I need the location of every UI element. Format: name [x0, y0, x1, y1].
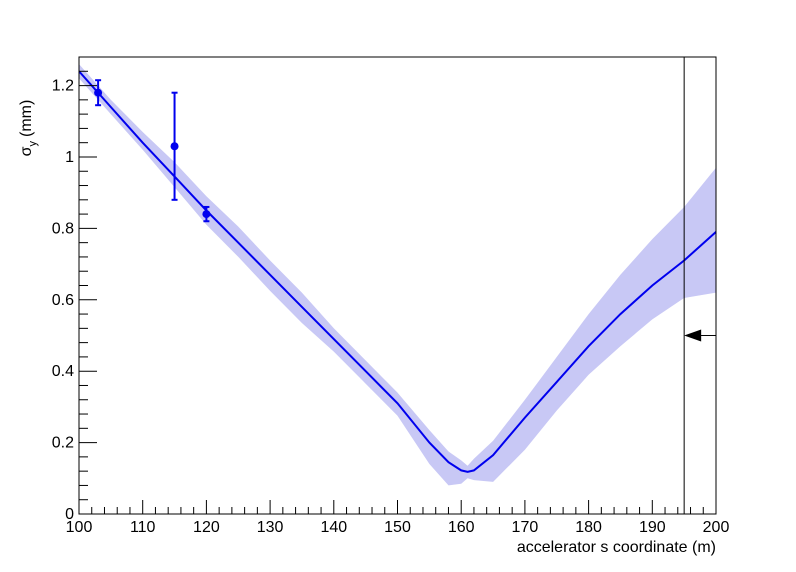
x-tick-label: 160	[448, 519, 475, 536]
x-tick-label: 170	[512, 519, 539, 536]
x-tick-label: 190	[639, 519, 666, 536]
measurements-layer	[94, 79, 211, 223]
x-tick-label: 180	[575, 519, 602, 536]
measurement-marker	[170, 142, 179, 151]
x-tick-label: 130	[257, 519, 284, 536]
x-tick-label: 100	[66, 519, 93, 536]
measurement-point	[202, 205, 211, 223]
y-axis-label: σy (mm)	[18, 100, 39, 157]
x-axis-label: accelerator s coordinate (m)	[517, 539, 716, 556]
y-axis-label-unit: (mm)	[18, 100, 35, 137]
x-tick-label: 140	[320, 519, 347, 536]
y-tick-label: 1.2	[52, 78, 74, 95]
measurement-marker	[202, 210, 211, 219]
y-axis-label-symbol: σ	[18, 146, 35, 156]
y-tick-label: 0.2	[52, 435, 74, 452]
x-tick-label: 150	[384, 519, 411, 536]
uncertainty-band-layer	[79, 64, 716, 486]
y-tick-label: 0.6	[52, 292, 74, 309]
axes-layer: 100 110 120 130 140 150 160 170 180 190 200 0 0.2 0.4…	[52, 56, 730, 536]
fit-line-layer	[79, 70, 716, 473]
y-tick-label: 1	[65, 149, 74, 166]
uncertainty-band	[79, 64, 716, 486]
marker-layer	[683, 57, 716, 514]
y-tick-label: 0	[65, 506, 74, 523]
fit-line	[79, 70, 716, 473]
measurement-point	[94, 79, 103, 107]
measurement-point	[170, 91, 179, 201]
x-tick-label: 120	[193, 519, 220, 536]
arrow-marker-head	[684, 329, 702, 342]
x-tick-label: 200	[703, 519, 730, 536]
y-axis-label-subscript: y	[27, 140, 39, 146]
y-tick-label: 0.4	[52, 363, 74, 380]
x-tick-label: 110	[130, 519, 156, 536]
y-tick-label: 0.8	[52, 220, 74, 237]
measurement-marker	[94, 88, 103, 97]
